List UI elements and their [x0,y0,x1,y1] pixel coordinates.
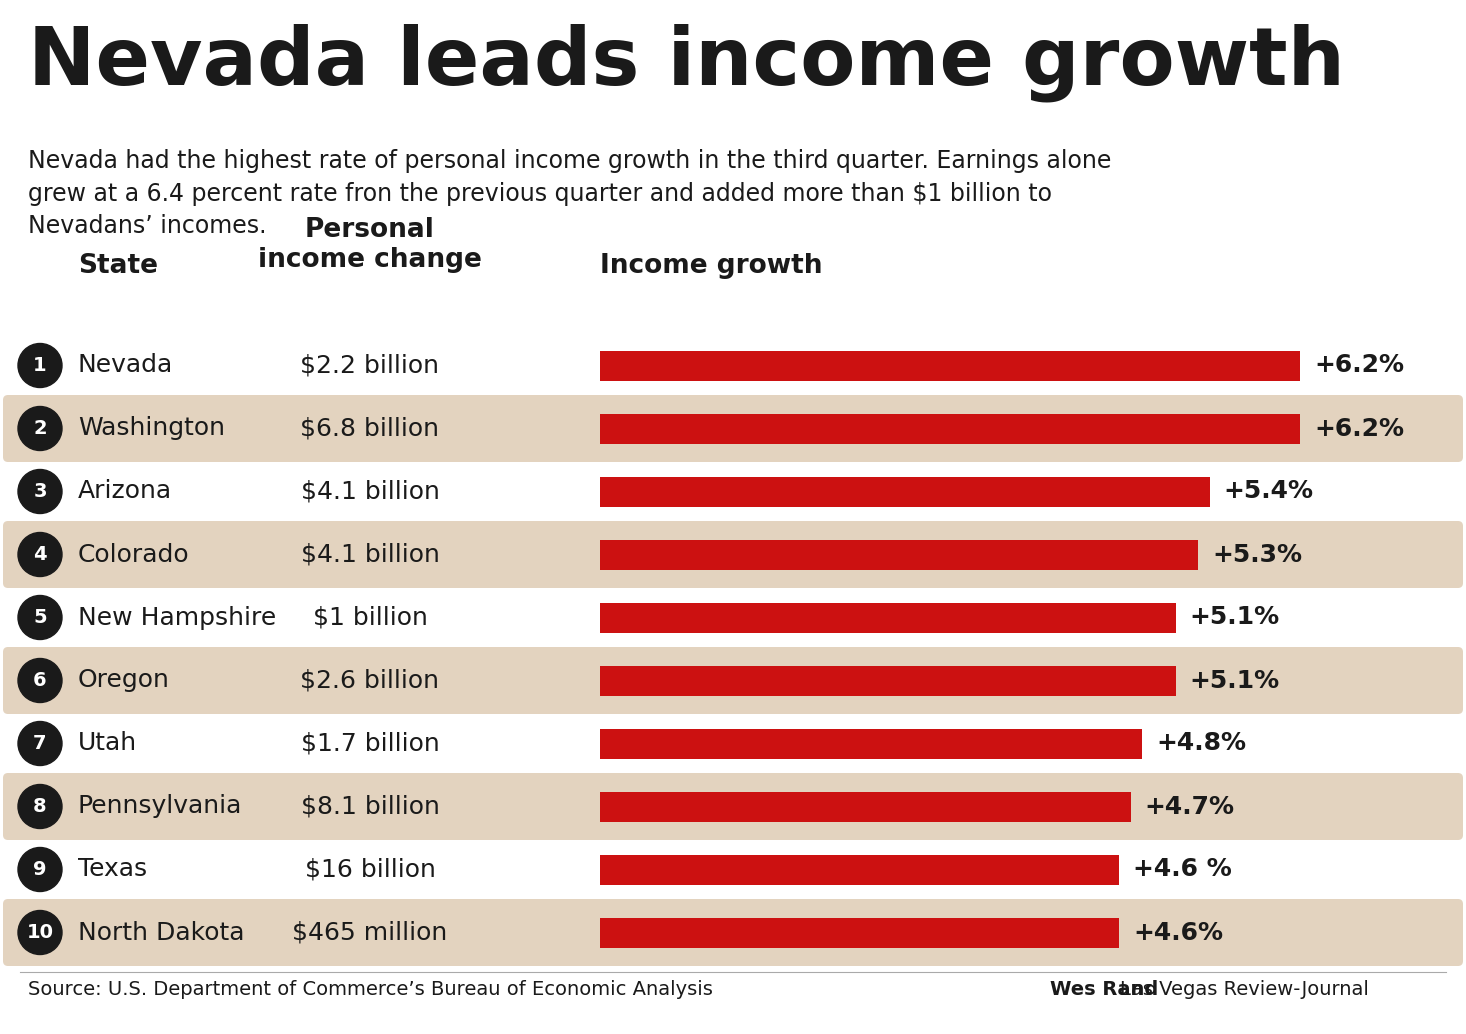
Circle shape [18,911,62,954]
Text: 7: 7 [34,734,47,753]
Text: Nevada: Nevada [78,354,173,377]
Text: Texas: Texas [78,857,147,882]
Text: 4: 4 [34,545,47,564]
Circle shape [18,848,62,891]
FancyBboxPatch shape [3,395,1463,462]
Text: +4.6 %: +4.6 % [1133,857,1231,882]
Text: 3: 3 [34,482,47,501]
Text: Arizona: Arizona [78,480,172,504]
FancyBboxPatch shape [3,647,1463,714]
Text: $6.8 billion: $6.8 billion [301,417,440,440]
Text: +5.4%: +5.4% [1224,480,1314,504]
Bar [600,477,1209,507]
Text: 5: 5 [34,608,47,627]
Circle shape [18,785,62,828]
Text: Wes Rand: Wes Rand [1050,980,1158,999]
Text: North Dakota: North Dakota [78,920,245,944]
Text: Pennsylvania: Pennsylvania [78,794,242,819]
Text: $1.7 billion: $1.7 billion [301,731,440,756]
Circle shape [18,406,62,451]
Bar [600,666,1176,696]
Text: $8.1 billion: $8.1 billion [301,794,440,819]
FancyBboxPatch shape [3,521,1463,588]
Text: State: State [78,253,158,279]
Text: $4.1 billion: $4.1 billion [301,480,440,504]
Circle shape [18,596,62,639]
Circle shape [18,343,62,388]
Text: +4.7%: +4.7% [1145,794,1234,819]
Text: Nevada had the highest rate of personal income growth in the third quarter. Earn: Nevada had the highest rate of personal … [28,149,1111,238]
Text: 6: 6 [34,671,47,690]
Text: +4.8%: +4.8% [1155,731,1246,756]
Circle shape [18,469,62,514]
Bar [600,540,1198,570]
Bar [600,854,1120,884]
Circle shape [18,722,62,765]
Text: $2.6 billion: $2.6 billion [301,669,440,693]
Text: 9: 9 [34,860,47,879]
Text: +5.1%: +5.1% [1190,606,1280,630]
Text: Washington: Washington [78,417,224,440]
Text: +6.2%: +6.2% [1314,354,1404,377]
Text: $4.1 billion: $4.1 billion [301,543,440,567]
Text: 10: 10 [26,923,53,942]
Text: $1 billion: $1 billion [312,606,428,630]
Text: +5.3%: +5.3% [1212,543,1302,567]
Bar [600,351,1300,381]
Text: Nevada leads income growth: Nevada leads income growth [28,24,1344,102]
Text: Personal
income change: Personal income change [258,217,482,273]
Bar [600,917,1120,947]
Circle shape [18,533,62,577]
FancyBboxPatch shape [3,899,1463,966]
Text: Colorado: Colorado [78,543,189,567]
Text: New Hampshire: New Hampshire [78,606,276,630]
Text: 8: 8 [34,797,47,816]
Text: +5.1%: +5.1% [1190,669,1280,693]
Text: Oregon: Oregon [78,669,170,693]
Text: 2: 2 [34,419,47,438]
Text: Las Vegas Review-Journal: Las Vegas Review-Journal [1120,980,1369,999]
Bar [600,729,1142,759]
Text: Source: U.S. Department of Commerce’s Bureau of Economic Analysis: Source: U.S. Department of Commerce’s Bu… [28,980,712,999]
Bar [600,603,1176,633]
Text: 1: 1 [34,356,47,375]
Text: +4.6%: +4.6% [1133,920,1223,944]
Text: $465 million: $465 million [292,920,447,944]
Text: Income growth: Income growth [600,253,822,279]
Text: +6.2%: +6.2% [1314,417,1404,440]
Text: Utah: Utah [78,731,138,756]
Text: $2.2 billion: $2.2 billion [301,354,440,377]
FancyBboxPatch shape [3,773,1463,840]
Circle shape [18,659,62,702]
Bar [600,414,1300,444]
Text: $16 billion: $16 billion [305,857,435,882]
Bar [600,791,1130,821]
